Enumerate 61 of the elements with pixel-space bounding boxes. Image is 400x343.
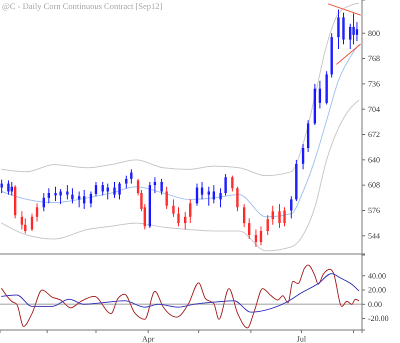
candlestick — [236, 186, 239, 212]
candlestick — [0, 179, 3, 194]
y-tick-label: 20.00 — [368, 286, 386, 295]
candlestick — [71, 188, 74, 204]
candlestick — [212, 184, 216, 204]
candlestick — [10, 181, 13, 196]
y-tick-label: 672 — [368, 130, 380, 140]
candlestick — [189, 198, 192, 224]
y-tick-label: -20.00 — [368, 314, 389, 324]
y-tick-label: 736 — [368, 79, 380, 88]
candlestick — [54, 186, 57, 202]
line-series — [1, 44, 360, 218]
candlestick — [160, 178, 163, 196]
y-tick-label: 704 — [368, 104, 380, 114]
candlestick — [154, 176, 156, 194]
candlestick — [59, 188, 62, 205]
candlestick — [318, 80, 322, 109]
candlestick — [266, 214, 269, 236]
candlestick — [20, 210, 24, 230]
candlestick — [102, 181, 104, 196]
candlestick — [48, 188, 50, 204]
candlestick — [172, 198, 175, 218]
y-tick-label: 640 — [368, 155, 380, 164]
chart-title: @C - Daily Corn Continuous Contract [Sep12] — [2, 1, 163, 11]
x-tick-label: Apr — [142, 334, 155, 343]
line-series — [1, 2, 360, 176]
candlestick — [272, 205, 274, 226]
x-tick-label: Jul — [296, 334, 307, 343]
candlestick — [254, 228, 258, 248]
candlestick — [231, 175, 234, 192]
candlestick — [208, 186, 210, 206]
candlestick — [90, 190, 92, 208]
candlestick — [219, 188, 222, 208]
candlestick — [130, 168, 133, 184]
line-series — [1, 273, 360, 313]
candlestick — [352, 12, 355, 45]
candlestick — [82, 189, 86, 210]
candlestick — [248, 218, 250, 240]
candlestick — [356, 22, 358, 42]
candlestick — [165, 186, 168, 210]
candlestick — [66, 184, 69, 200]
candlestick — [242, 204, 246, 228]
candlestick — [125, 175, 128, 189]
candlestick — [337, 8, 340, 50]
candlestick — [42, 192, 45, 212]
candlestick — [290, 196, 292, 219]
candlestick — [302, 144, 304, 170]
y-tick-label: 40.00 — [368, 271, 386, 280]
y-tick-label: 544 — [368, 231, 380, 240]
y-tick-label: 768 — [368, 54, 380, 64]
candlestick — [224, 174, 227, 196]
y-tick-label: 0.00 — [368, 300, 382, 309]
y-tick-label: 576 — [368, 206, 380, 216]
candlestick — [7, 180, 10, 196]
y-tick-label: 800 — [368, 28, 380, 38]
line-series — [1, 264, 360, 328]
y-tick-label: 608 — [368, 180, 380, 190]
candlestick — [106, 183, 109, 200]
candlestick — [184, 212, 186, 230]
candlestick — [78, 190, 80, 208]
line-series — [1, 100, 360, 252]
